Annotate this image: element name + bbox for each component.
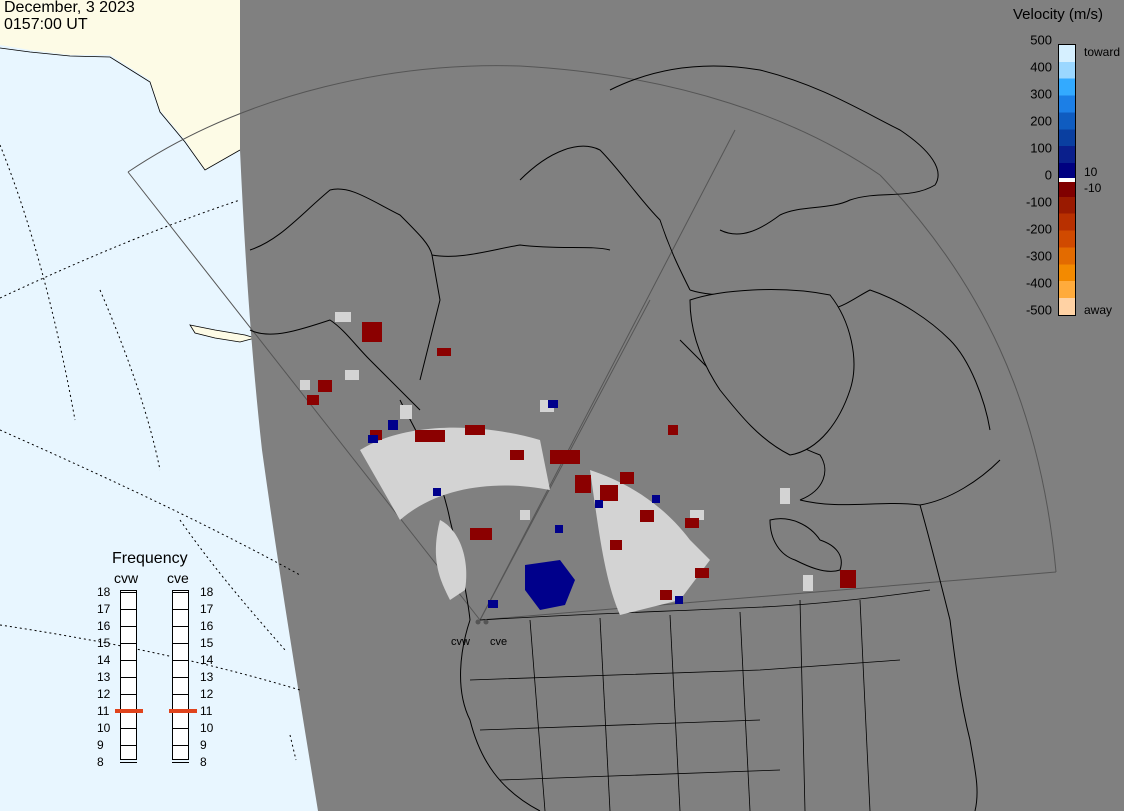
frequency-gridline [172, 660, 189, 661]
frequency-tick-left: 13 [97, 670, 111, 684]
velocity-color-bar [1058, 44, 1076, 316]
alaska-peninsula [189, 324, 257, 343]
frequency-gridline [120, 728, 137, 729]
frequency-gridline [172, 626, 189, 627]
frequency-gridline [120, 626, 137, 627]
velocity-legend-title: Velocity (m/s) [1013, 6, 1104, 23]
velocity-tick: -300 [1025, 248, 1052, 264]
velocity-tick: -500 [1025, 302, 1052, 318]
frequency-label-cve: cve [167, 570, 189, 586]
frequency-tick-right: 10 [200, 721, 214, 735]
grid-lines [0, 144, 301, 761]
velocity-toward-cells [368, 400, 683, 610]
frequency-gridline [172, 677, 189, 678]
frequency-tick-left: 16 [97, 619, 111, 633]
frequency-gridline [120, 745, 137, 746]
frequency-gridline [172, 609, 189, 610]
frequency-title: Frequency [112, 550, 188, 567]
frequency-tick-left: 15 [97, 636, 111, 650]
velocity-tick: 500 [1030, 32, 1052, 48]
day-coastline [0, 47, 241, 171]
frequency-gridline [120, 677, 137, 678]
frequency-tick-left: 11 [97, 704, 110, 718]
frequency-gridline [172, 762, 189, 763]
velocity-tick: 200 [1030, 113, 1052, 129]
velocity-inner-label-positive: 10 [1084, 165, 1098, 179]
velocity-away-label: away [1084, 303, 1113, 317]
velocity-tick: 400 [1030, 59, 1052, 75]
night-region [240, 0, 1124, 811]
velocity-tick: 300 [1030, 86, 1052, 102]
frequency-tick-right: 16 [200, 619, 214, 633]
coastlines [249, 65, 1001, 811]
frequency-bar-cvw [120, 590, 137, 760]
frequency-tick-left: 9 [97, 738, 104, 752]
velocity-tick: -400 [1025, 275, 1052, 291]
frequency-tick-right: 8 [200, 755, 207, 769]
velocity-tick: -200 [1025, 221, 1052, 237]
frequency-gridline [120, 660, 137, 661]
frequency-gridline [120, 609, 137, 610]
velocity-tick: 0 [1044, 167, 1052, 183]
frequency-gridline [172, 643, 189, 644]
frequency-tick-left: 12 [97, 687, 111, 701]
frequency-tick-left: 8 [97, 755, 104, 769]
day-land [0, 0, 240, 170]
frequency-label-cvw: cvw [114, 570, 139, 586]
frequency-tick-left: 18 [97, 585, 111, 599]
fov-outline [127, 65, 1057, 621]
frequency-tick-right: 11 [200, 704, 213, 718]
frequency-gridline [172, 745, 189, 746]
radar-label-cve: cve [490, 636, 508, 648]
frequency-bar-cve [172, 590, 189, 760]
radar-site-cve [483, 619, 489, 625]
frequency-gridline [120, 592, 137, 593]
frequency-marker-cve [169, 709, 197, 713]
velocity-away-cells [307, 322, 856, 600]
frequency-tick-right: 13 [200, 670, 214, 684]
ground-scatter [300, 312, 813, 615]
frequency-tick-right: 17 [200, 602, 214, 616]
frequency-tick-right: 14 [200, 653, 214, 667]
date-label: December, 3 2023 [4, 0, 135, 16]
frequency-tick-left: 10 [97, 721, 111, 735]
frequency-marker-cvw [115, 709, 143, 713]
frequency-gridline [120, 643, 137, 644]
frequency-tick-left: 14 [97, 653, 111, 667]
hudson-bay [689, 289, 855, 456]
frequency-gridline [120, 762, 137, 763]
time-label: 0157:00 UT [4, 16, 88, 33]
frequency-tick-right: 9 [200, 738, 207, 752]
frequency-gridline [172, 728, 189, 729]
frequency-gridline [172, 592, 189, 593]
frequency-gridline [172, 694, 189, 695]
frequency-tick-right: 15 [200, 636, 214, 650]
state-borders [469, 589, 931, 811]
frequency-tick-left: 17 [97, 602, 111, 616]
radar-site-cvw [475, 619, 481, 625]
velocity-toward-label: toward [1084, 45, 1121, 59]
velocity-zero-band [1059, 178, 1075, 182]
frequency-tick-right: 12 [200, 687, 214, 701]
radar-label-cvw: cvw [451, 636, 470, 648]
frequency-tick-right: 18 [200, 585, 214, 599]
frequency-gridline [120, 694, 137, 695]
velocity-inner-label-negative: -10 [1084, 181, 1102, 195]
velocity-tick: 100 [1030, 140, 1052, 156]
velocity-tick: -100 [1025, 194, 1052, 210]
